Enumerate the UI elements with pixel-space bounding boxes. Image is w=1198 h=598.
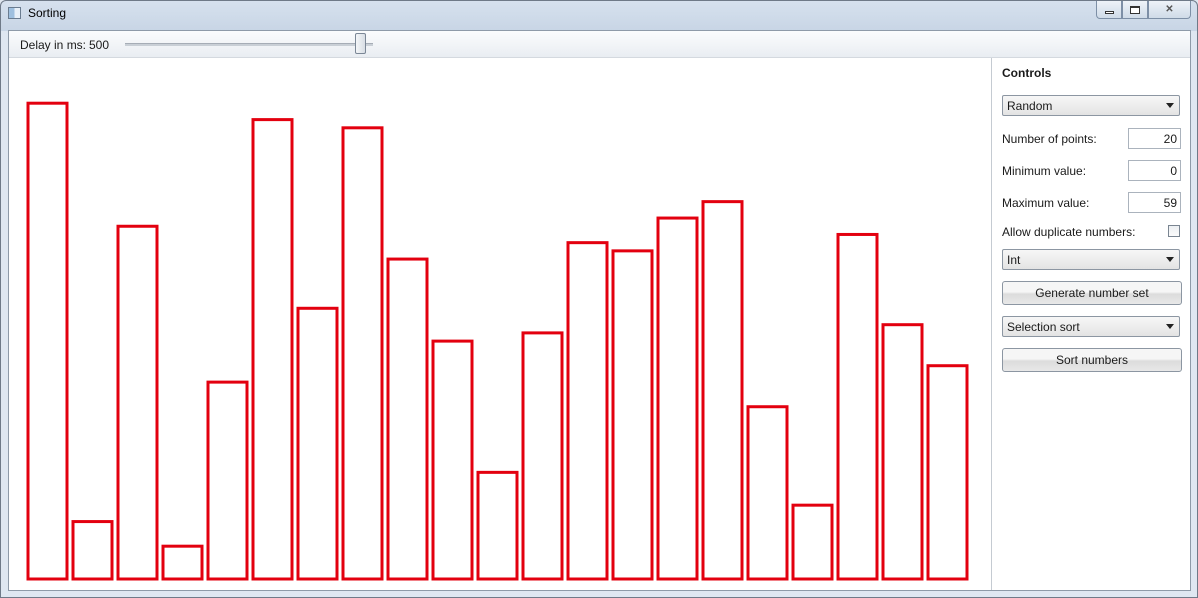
client-area: Delay in ms: 500 Controls Random Number … [8,30,1191,591]
controls-panel: Controls Random Number of points: 20 Min… [992,58,1190,590]
bar-16 [701,200,744,581]
bar-9 [386,257,429,581]
bar-18 [791,503,834,581]
delay-toolbar: Delay in ms: 500 [9,31,1190,58]
number-type-select[interactable]: Int [1002,249,1180,270]
max-value-label: Maximum value: [1002,196,1090,210]
bar-21 [926,364,969,581]
sort-numbers-button[interactable]: Sort numbers [1002,348,1182,372]
bar-10 [431,339,474,581]
chevron-down-icon [1166,257,1174,262]
sort-visualization [9,58,991,590]
panel-divider[interactable] [991,58,992,590]
delay-slider-track[interactable] [125,43,373,46]
delay-slider-thumb[interactable] [354,33,366,54]
minimize-icon [1104,11,1114,14]
min-value-label: Minimum value: [1002,164,1087,178]
maximize-button[interactable] [1122,1,1148,19]
bar-17 [746,405,789,581]
generate-number-set-button[interactable]: Generate number set [1002,281,1182,305]
bar-3 [116,224,159,581]
sort-algorithm-select[interactable]: Selection sort [1002,316,1180,337]
bar-7 [296,306,339,581]
bar-20 [881,323,924,581]
distribution-select-value: Random [1007,99,1053,113]
bar-12 [521,331,564,581]
bar-11 [476,470,519,581]
bar-5 [206,380,249,581]
minimize-button[interactable] [1096,1,1122,19]
distribution-select[interactable]: Random [1002,95,1180,116]
number-type-select-value: Int [1007,253,1021,267]
bar-13 [566,241,609,581]
maximize-icon [1130,5,1140,14]
bar-6 [251,118,294,581]
title-bar[interactable]: Sorting ✕ [1,1,1197,27]
close-button[interactable]: ✕ [1148,1,1191,19]
bar-1 [26,101,69,581]
min-value-input[interactable]: 0 [1128,160,1181,181]
delay-value: 500 [89,38,110,52]
bar-chart [26,101,969,581]
duplicates-label: Allow duplicate numbers: [1002,225,1136,239]
bar-4 [161,544,204,581]
bar-19 [836,232,879,581]
chevron-down-icon [1166,324,1174,329]
max-value-input[interactable]: 59 [1128,192,1181,213]
bar-2 [71,520,114,581]
num-points-input[interactable]: 20 [1128,128,1181,149]
controls-title: Controls [1002,66,1052,80]
bar-8 [341,126,384,581]
num-points-label: Number of points: [1002,132,1097,146]
duplicates-checkbox[interactable] [1168,225,1180,237]
bar-14 [611,249,654,581]
sort-algorithm-select-value: Selection sort [1007,320,1080,334]
bar-15 [656,216,699,581]
close-icon: ✕ [1165,4,1174,15]
delay-label: Delay in ms: [20,38,87,52]
app-icon [8,7,21,19]
window-title: Sorting [28,6,67,20]
chevron-down-icon [1166,103,1174,108]
